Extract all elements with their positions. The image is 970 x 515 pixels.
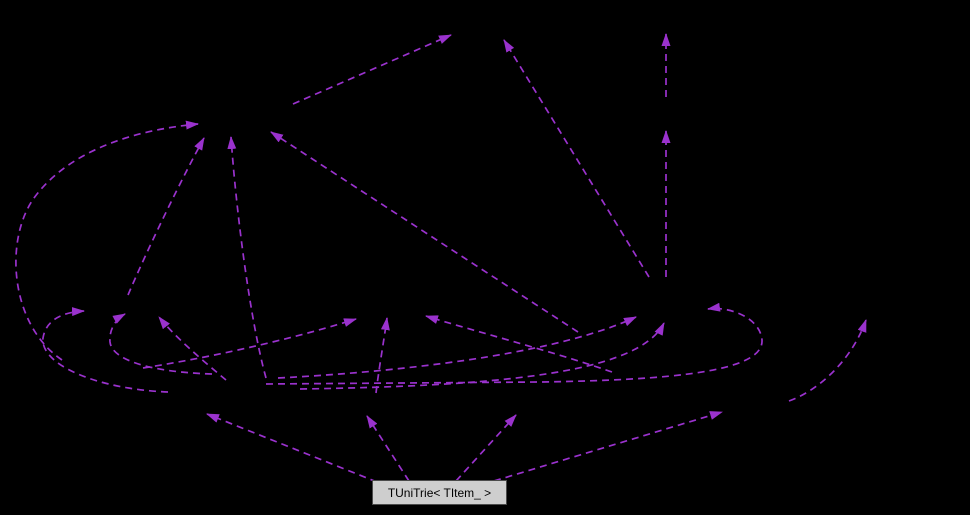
edge-diag-to-left-mid: [158, 316, 227, 381]
edge-bottom-to-center-mid: [375, 317, 390, 394]
edge-to-center-mid-right: [425, 315, 613, 373]
edge-band-loop-to-right-mid: [265, 302, 763, 385]
edge-right-diag-to-hub: [270, 131, 579, 333]
edge-left-mid-to-hub: [127, 137, 205, 296]
edge-hub-left-to-top-center: [292, 34, 452, 105]
graph-node-tunitrie[interactable]: TUniTrie< TItem_ >: [372, 480, 507, 505]
edge-root-to-bottom-row-3: [455, 414, 517, 482]
edge-to-center-mid-left: [142, 318, 357, 369]
edge-root-to-bottom-row-4: [493, 411, 723, 482]
edge-right-mid-to-top-center: [503, 39, 650, 278]
edge-left-loop-to-hub: [15, 120, 199, 361]
edge-bottom-right-to-far-right: [788, 319, 867, 402]
edge-band-to-right-mid-center: [299, 322, 665, 390]
edge-hook-to-left-mid: [109, 313, 213, 375]
edge-band-vert-to-hub: [227, 136, 267, 379]
edge-band-to-right-mid-left: [277, 316, 637, 379]
edge-loop-to-left-mid: [42, 307, 169, 393]
edge-root-to-bottom-row-1: [206, 413, 378, 483]
edge-root-to-bottom-row-2: [366, 415, 410, 482]
